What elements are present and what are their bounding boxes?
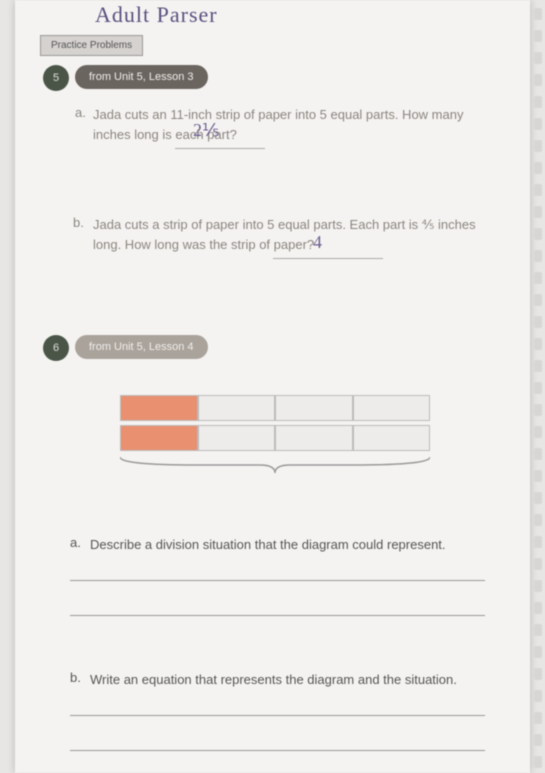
answer-line[interactable] [70, 580, 485, 581]
tape-cell [198, 395, 276, 421]
question-2b: Write an equation that represents the di… [90, 670, 490, 690]
item-letter-b: b. [73, 215, 84, 230]
tape-cell-filled [120, 395, 198, 421]
tape-cell [198, 425, 276, 451]
answer-line[interactable] [70, 715, 485, 716]
handwritten-answer-1b: 4 [313, 232, 322, 253]
handwritten-name: Adult Parser [95, 2, 218, 28]
answer-line[interactable] [70, 750, 485, 751]
diagram-brace [120, 455, 430, 475]
answer-blank-1a[interactable] [175, 135, 265, 149]
lesson-badge-2: from Unit 5, Lesson 4 [75, 335, 208, 359]
tape-row [120, 425, 430, 451]
problem-number-5: 5 [43, 65, 69, 91]
tape-diagram [120, 395, 430, 455]
question-2a: Describe a division situation that the d… [90, 535, 490, 555]
tape-cell-filled [120, 425, 198, 451]
item-letter-2a: a. [70, 535, 81, 550]
problem-number-6: 6 [43, 335, 69, 361]
tape-cell [275, 425, 353, 451]
handwritten-answer-1a: 2⅕ [193, 120, 219, 141]
spiral-holes [530, 0, 545, 773]
tape-cell [275, 395, 353, 421]
answer-line[interactable] [70, 615, 485, 616]
tape-cell [353, 395, 431, 421]
worksheet-page: Adult Parser Practice Problems 5 from Un… [15, 0, 530, 773]
section-header: Practice Problems [40, 35, 143, 56]
tape-row [120, 395, 430, 421]
lesson-badge-1: from Unit 5, Lesson 3 [75, 65, 208, 89]
question-1a: Jada cuts an 11-inch strip of paper into… [93, 105, 483, 144]
item-letter-a: a. [75, 105, 86, 120]
answer-blank-1b[interactable] [273, 245, 383, 259]
item-letter-2b: b. [70, 670, 81, 685]
tape-cell [353, 425, 431, 451]
